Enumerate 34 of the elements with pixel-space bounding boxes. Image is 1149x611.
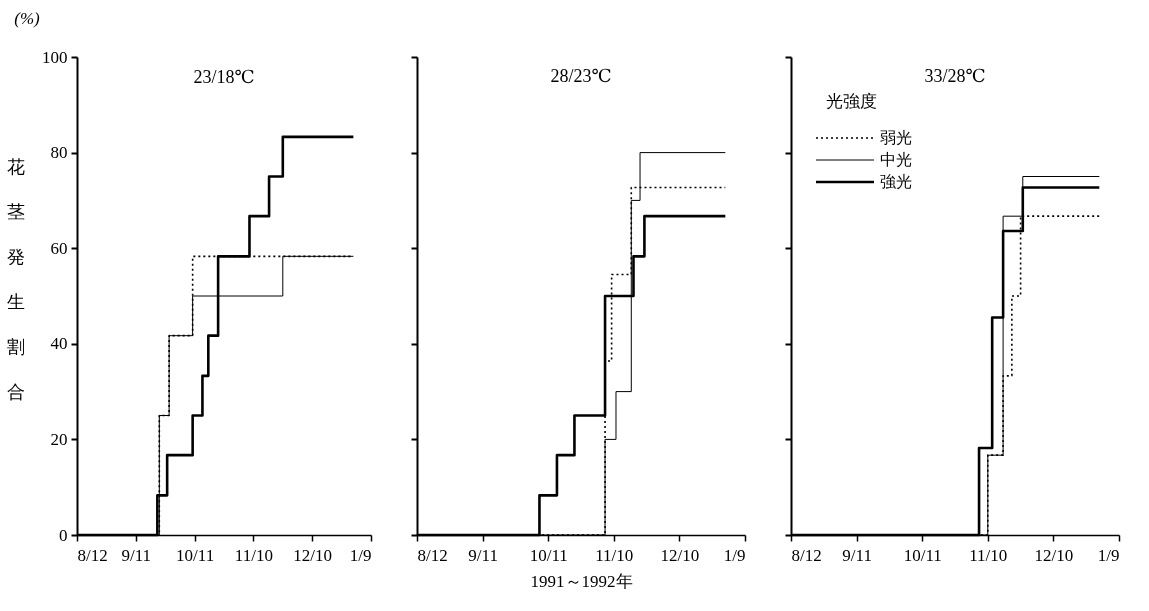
x-tick-label: 9/11 [842, 545, 872, 565]
x-tick-label: 12/10 [660, 545, 700, 565]
x-tick-label: 1/9 [723, 545, 746, 565]
text: 33/28℃ [924, 66, 986, 86]
x-tick-label: 9/11 [468, 545, 498, 565]
y-tick-label: 80 [50, 143, 68, 163]
y-tick-label: 20 [50, 429, 68, 449]
x-tick-label: 10/11 [176, 545, 215, 565]
x-tick-label: 1/9 [1097, 545, 1120, 565]
text: 23/18℃ [193, 67, 255, 87]
legend-label: 中光 [880, 151, 912, 168]
x-tick-label: 8/12 [417, 545, 448, 565]
x-tick-label: 8/12 [791, 545, 822, 565]
x-tick-label: 11/10 [969, 545, 1008, 565]
legend-label: 弱光 [880, 129, 912, 146]
y-tick-label: 0 [59, 525, 68, 545]
x-axis-title: 1991～1992年 [530, 571, 633, 591]
x-tick-label: 12/10 [293, 545, 333, 565]
text: (%) [14, 9, 41, 28]
text: 28/23℃ [550, 66, 612, 86]
x-tick-label: 8/12 [77, 545, 108, 565]
x-tick-label: 11/10 [595, 545, 634, 565]
legend-label: 強光 [880, 173, 912, 190]
x-tick-label: 10/11 [903, 545, 942, 565]
x-tick-label: 9/11 [121, 545, 152, 565]
legend-title: 光強度 [826, 92, 877, 111]
y-tick-label: 60 [50, 238, 68, 258]
y-tick-label: 100 [42, 47, 68, 67]
y-tick-label: 40 [50, 334, 68, 354]
x-tick-label: 11/10 [234, 545, 273, 565]
x-tick-label: 1/9 [349, 545, 372, 565]
text: 花茎発生割合 [6, 156, 25, 402]
x-tick-label: 12/10 [1034, 545, 1074, 565]
x-tick-label: 10/11 [529, 545, 568, 565]
